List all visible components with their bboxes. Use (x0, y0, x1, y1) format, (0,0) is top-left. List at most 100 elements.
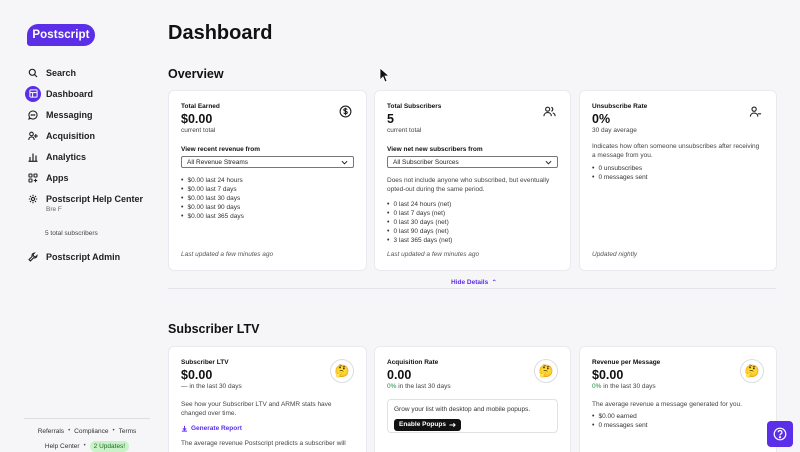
mouse-cursor-icon (379, 67, 389, 83)
card-description: The average revenue a message generated … (592, 401, 742, 408)
sidebar-item-dashboard[interactable]: Dashboard (24, 83, 150, 104)
sidebar-item-label: Dashboard (46, 88, 94, 99)
overview-title: Overview (168, 67, 224, 81)
card-sub: 30 day average (592, 127, 637, 134)
sidebar-item-admin[interactable]: Postscript Admin (24, 246, 150, 267)
sidebar-footer: Referrals • Compliance • Terms Help Cent… (24, 418, 150, 452)
user-plus-icon (25, 128, 41, 144)
list-item: $0.00 last 30 days (181, 194, 354, 203)
arrow-right-icon (449, 422, 456, 427)
change-period: in the last 30 days (603, 383, 656, 390)
card-value: 0% (592, 112, 611, 126)
list-item: 0 messages sent (592, 173, 764, 182)
list-item: $0.00 last 7 days (181, 185, 354, 194)
total-subscribers-card: Total Subscribers 5 current total View n… (375, 91, 570, 270)
card-label: Total Earned (181, 103, 220, 110)
card-label: Total Subscribers (387, 103, 442, 110)
subscriber-source-select[interactable]: All Subscriber Sources (387, 156, 558, 168)
sidebar-item-label: Messaging (46, 109, 93, 120)
sidebar-item-help-center[interactable]: Postscript Help Center (24, 188, 150, 209)
sidebar-item-search[interactable]: Search (24, 62, 150, 83)
revenue-list: $0.00 last 24 hours $0.00 last 7 days $0… (181, 176, 354, 221)
chat-bubble-icon (25, 107, 41, 123)
users-icon (543, 106, 556, 117)
hide-details-button[interactable]: Hide Details ⌃ (451, 279, 497, 286)
list-item: 0 last 7 days (net) (387, 209, 558, 218)
card-sub: — in the last 30 days (181, 383, 354, 390)
unsubscribe-rate-card: Unsubscribe Rate 0% 30 day average Indic… (580, 91, 776, 270)
gear-icon (25, 191, 41, 207)
card-label: Unsubscribe Rate (592, 103, 648, 110)
postscript-logo[interactable]: Postscript (27, 24, 95, 46)
card-sub: current total (387, 127, 422, 134)
sidebar-item-label: Postscript Help Center (46, 193, 144, 204)
terms-link[interactable]: Terms (118, 427, 137, 435)
list-item: $0.00 last 365 days (181, 212, 354, 221)
list-item: 3 last 365 days (net) (387, 236, 558, 245)
total-earned-card: Total Earned $0.00 current total View re… (169, 91, 366, 270)
list-item: 0 unsubscribes (592, 164, 764, 173)
enable-popups-label: Enable Popups (399, 421, 446, 428)
unsubscribe-list: 0 unsubscribes 0 messages sent (592, 164, 764, 182)
acquisition-rate-card: Acquisition Rate 🤔 0.00 0% in the last 3… (375, 347, 570, 452)
change-period: in the last 30 days (189, 383, 242, 390)
chevron-down-icon (545, 160, 552, 165)
sidebar-item-label: Analytics (46, 151, 87, 162)
list-item: $0.00 last 90 days (181, 203, 354, 212)
wrench-icon (25, 249, 41, 265)
subscribers-list: 0 last 24 hours (net) 0 last 7 days (net… (387, 200, 558, 245)
card-value: $0.00 (181, 368, 213, 382)
list-item: $0.00 last 24 hours (181, 176, 354, 185)
sidebar-item-label: Apps (46, 172, 69, 183)
separator-dot: • (83, 443, 86, 449)
sidebar-item-acquisition[interactable]: Acquisition (24, 125, 150, 146)
last-updated: Last updated a few minutes ago (181, 251, 274, 258)
card-value: $0.00 (592, 368, 624, 382)
subscriber-ltv-title: Subscriber LTV (168, 322, 260, 336)
change-value: 0% (592, 383, 602, 390)
card-label: Revenue per Message (592, 359, 661, 366)
sidebar-item-label: Acquisition (46, 130, 95, 141)
card-description: Does not include anyone who subscribed, … (387, 177, 550, 193)
sidebar-item-apps[interactable]: Apps (24, 167, 150, 188)
separator-dot: • (112, 428, 115, 434)
card-sub: current total (181, 127, 216, 134)
change-period: in the last 30 days (398, 383, 451, 390)
question-circle-icon (773, 427, 787, 441)
card-label: Subscriber LTV (181, 359, 229, 366)
list-item: 0 messages sent (592, 421, 764, 430)
download-icon (181, 425, 188, 432)
last-updated: Updated nightly (592, 251, 638, 258)
section-divider (168, 288, 776, 289)
generate-report-label: Generate Report (191, 425, 242, 432)
revenue-stream-select[interactable]: All Revenue Streams (181, 156, 354, 168)
enable-popups-button[interactable]: Enable Popups (394, 418, 461, 431)
total-subscribers-note: 5 total subscribers (45, 230, 98, 237)
change-value: — (181, 383, 188, 390)
updates-badge[interactable]: 2 Updates! (89, 440, 130, 452)
thinking-face-icon: 🤔 (330, 359, 354, 383)
revenue-per-message-card: Revenue per Message 🤔 $0.00 0% in the la… (580, 347, 776, 452)
referrals-link[interactable]: Referrals (37, 427, 65, 435)
help-chat-button[interactable] (767, 421, 793, 447)
dropdown-title: View recent revenue from (181, 146, 260, 153)
help-center-link[interactable]: Help Center (44, 442, 80, 450)
subscriber-ltv-card: Subscriber LTV 🤔 $0.00 — in the last 30 … (169, 347, 366, 452)
compliance-link[interactable]: Compliance (74, 427, 109, 435)
list-item: $0.00 earned (592, 412, 764, 421)
list-item: 0 last 90 days (net) (387, 227, 558, 236)
card-description: Indicates how often someone unsubscribes… (592, 143, 760, 159)
sidebar-item-analytics[interactable]: Analytics (24, 146, 150, 167)
generate-report-link[interactable]: Generate Report (181, 425, 354, 432)
sidebar-item-messaging[interactable]: Messaging (24, 104, 150, 125)
thinking-face-icon: 🤔 (740, 359, 764, 383)
card-label: Acquisition Rate (387, 359, 439, 366)
revenue-per-message-list: $0.00 earned 0 messages sent (592, 412, 764, 430)
bar-chart-icon (25, 149, 41, 165)
list-item: 0 last 30 days (net) (387, 218, 558, 227)
help-center-user: Bre F (46, 206, 62, 213)
dollar-circle-icon (339, 105, 352, 118)
card-value: 5 (387, 112, 394, 126)
list-item: 0 last 24 hours (net) (387, 200, 558, 209)
sidebar-item-label: Search (46, 67, 77, 78)
